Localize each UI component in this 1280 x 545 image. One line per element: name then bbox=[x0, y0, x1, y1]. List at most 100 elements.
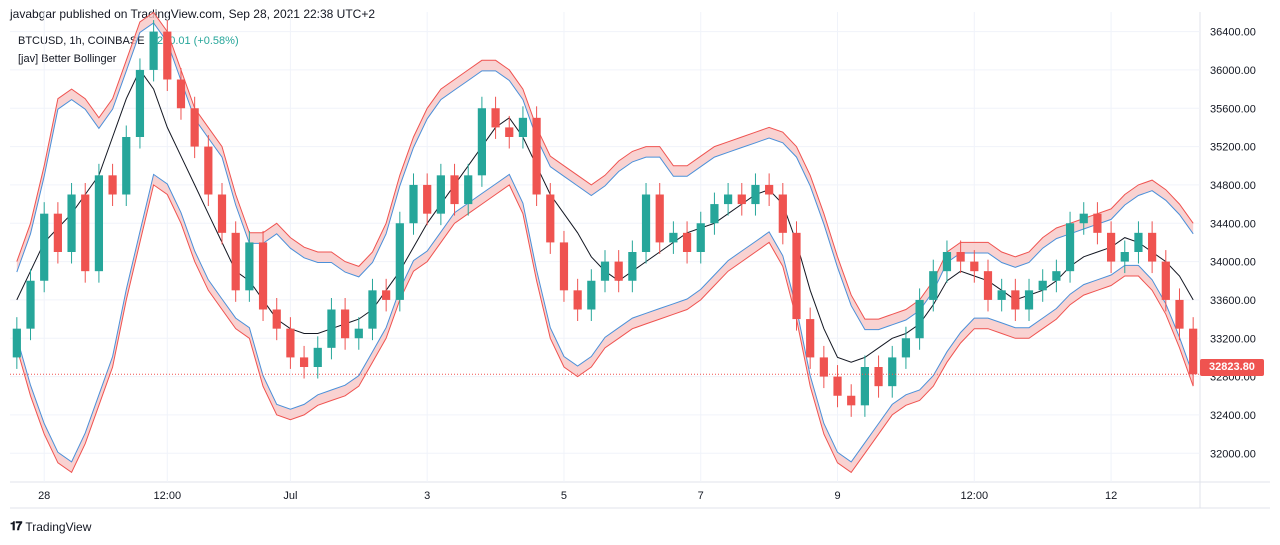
candle-body bbox=[1175, 299, 1184, 329]
price-tick-label: 34800.00 bbox=[1210, 180, 1256, 192]
candle-body bbox=[518, 117, 528, 137]
candle-body bbox=[860, 367, 869, 406]
candle-body bbox=[12, 328, 21, 358]
candle-body bbox=[1093, 213, 1102, 233]
candle-body bbox=[1065, 223, 1075, 272]
candle-body bbox=[997, 290, 1006, 300]
candle-body bbox=[751, 184, 760, 205]
candle-body bbox=[163, 31, 172, 80]
tradingview-brand: TradingView bbox=[25, 519, 92, 534]
candle-body bbox=[436, 175, 445, 214]
candle-body bbox=[847, 395, 856, 406]
candle-body bbox=[792, 232, 801, 320]
upper-band-fill bbox=[16, 12, 1194, 330]
candle-body bbox=[176, 79, 186, 109]
candle-body bbox=[1106, 232, 1116, 262]
candle-body bbox=[888, 357, 897, 387]
candle-body bbox=[710, 204, 719, 224]
lower-inner-line bbox=[16, 173, 1194, 463]
candle-body bbox=[655, 194, 664, 243]
candle-body bbox=[614, 261, 623, 281]
candle-body bbox=[1161, 261, 1170, 300]
symbol-label: BTCUSD, 1h, COINBASE bbox=[18, 35, 145, 47]
candle-body bbox=[833, 376, 842, 396]
candle-body bbox=[423, 184, 432, 214]
candle-body bbox=[737, 194, 746, 205]
candle-body bbox=[217, 194, 227, 233]
candle-body bbox=[600, 261, 610, 281]
price-tick-label: 36000.00 bbox=[1210, 65, 1256, 77]
upper-band-line bbox=[16, 11, 1194, 320]
candle-body bbox=[299, 357, 309, 367]
candle-body bbox=[641, 194, 651, 252]
candle-body bbox=[1079, 213, 1088, 224]
candle-body bbox=[108, 175, 117, 195]
candle-body bbox=[313, 347, 322, 367]
candle-body bbox=[970, 261, 979, 272]
candle-body bbox=[559, 242, 569, 291]
price-tick-label: 34400.00 bbox=[1210, 218, 1256, 230]
candle-body bbox=[67, 194, 76, 252]
indicator-legend[interactable]: [jav] Better Bollinger bbox=[18, 53, 117, 65]
candle-body bbox=[286, 328, 295, 358]
lower-band-fill bbox=[16, 174, 1194, 473]
time-tick-label: 7 bbox=[698, 490, 704, 502]
candle-body bbox=[983, 271, 993, 300]
time-tick-label: 9 bbox=[834, 490, 840, 502]
tradingview-footer[interactable]: 𝟏𝟕 TradingView bbox=[10, 519, 91, 534]
publish-header: javabgar published on TradingView.com, S… bbox=[10, 7, 376, 21]
candle-body bbox=[491, 108, 500, 128]
candle-body bbox=[464, 175, 473, 205]
candle-body bbox=[204, 146, 213, 195]
time-tick-label: 3 bbox=[424, 490, 430, 502]
candle-body bbox=[532, 117, 541, 195]
candle-body bbox=[1024, 290, 1034, 310]
candle-body bbox=[505, 127, 514, 137]
candle-body bbox=[1120, 252, 1129, 262]
price-tick-label: 35600.00 bbox=[1210, 103, 1256, 115]
time-tick-label: Jul bbox=[283, 490, 297, 502]
candle-body bbox=[724, 194, 733, 205]
time-tick-label: 28 bbox=[38, 490, 50, 502]
candle-body bbox=[956, 252, 965, 262]
candle-body bbox=[901, 338, 911, 358]
price-tick-label: 35200.00 bbox=[1210, 142, 1256, 154]
candle-body bbox=[258, 242, 268, 310]
candle-body bbox=[915, 299, 924, 339]
candle-body bbox=[1148, 232, 1157, 262]
candle-body bbox=[190, 108, 199, 147]
time-tick-label: 12 bbox=[1105, 490, 1117, 502]
price-tick-label: 36400.00 bbox=[1210, 27, 1256, 39]
upper-inner-line bbox=[16, 22, 1194, 331]
candle-body bbox=[1052, 271, 1061, 281]
symbol-legend[interactable]: BTCUSD, 1h, COINBASE +240.01 (+0.58%) bbox=[18, 35, 239, 47]
time-tick-label: 5 bbox=[561, 490, 567, 502]
candle-body bbox=[40, 213, 49, 281]
price-tick-label: 32400.00 bbox=[1210, 410, 1256, 422]
candle-body bbox=[1011, 290, 1020, 310]
candle-body bbox=[149, 31, 158, 70]
price-tick-label: 32000.00 bbox=[1210, 448, 1256, 460]
candle-body bbox=[628, 252, 637, 281]
price-tick-label: 33600.00 bbox=[1210, 295, 1256, 307]
candle-body bbox=[696, 223, 705, 252]
price-tick-label: 33200.00 bbox=[1210, 333, 1256, 345]
candle-body bbox=[94, 175, 104, 272]
candle-body bbox=[546, 194, 555, 243]
candle-body bbox=[942, 252, 952, 272]
candle-body bbox=[874, 367, 883, 387]
tradingview-logo-icon: 𝟏𝟕 bbox=[10, 519, 22, 533]
candle-body bbox=[53, 213, 62, 252]
candle-body bbox=[477, 108, 486, 176]
candle-body bbox=[778, 194, 787, 233]
candle-body bbox=[327, 309, 336, 348]
candle-body bbox=[765, 184, 774, 195]
time-tick-label: 12:00 bbox=[961, 490, 989, 502]
candle-body bbox=[382, 290, 391, 300]
candle-body bbox=[354, 328, 363, 339]
candle-body bbox=[587, 280, 596, 310]
candle-body bbox=[245, 242, 254, 291]
last-price-tag: 32823.80 bbox=[1200, 359, 1264, 376]
candle-body bbox=[272, 309, 281, 329]
